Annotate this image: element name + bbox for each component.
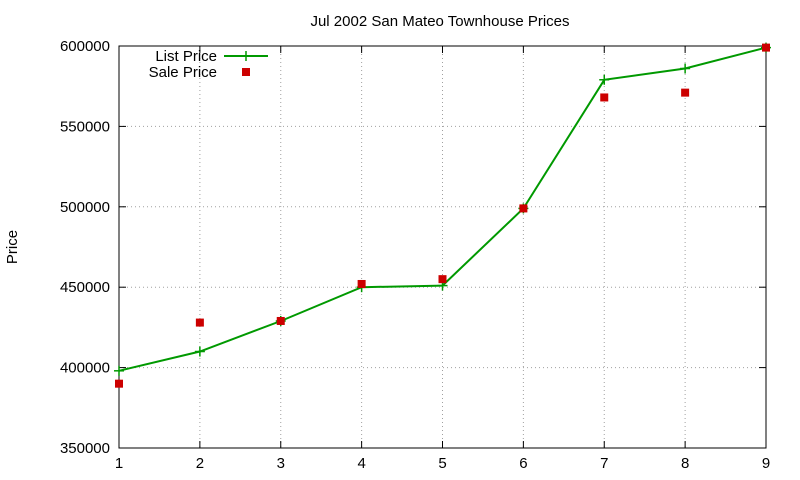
chart-title: Jul 2002 San Mateo Townhouse Prices bbox=[310, 13, 569, 30]
sale-price-point bbox=[438, 275, 447, 284]
sale-price-point bbox=[600, 93, 609, 102]
legend-marker-list-price bbox=[241, 51, 251, 61]
legend-label-list-price: List Price bbox=[155, 48, 217, 65]
sale-price-point bbox=[681, 88, 690, 97]
x-tick-label: 5 bbox=[438, 455, 446, 472]
list-price-point bbox=[599, 74, 610, 85]
x-tick-label: 6 bbox=[519, 455, 527, 472]
y-tick-label: 350000 bbox=[60, 440, 110, 457]
sale-price-point bbox=[762, 43, 770, 52]
sale-price-point bbox=[357, 279, 366, 288]
sale-price-point bbox=[115, 379, 123, 388]
grid bbox=[119, 46, 766, 448]
sale-price-point bbox=[276, 316, 285, 325]
x-tick-label: 4 bbox=[357, 455, 365, 472]
sale-price-point bbox=[195, 318, 204, 327]
x-tick-label: 9 bbox=[762, 455, 770, 472]
list-price-point bbox=[680, 63, 691, 74]
x-tick-label: 1 bbox=[115, 455, 123, 472]
legend-label-sale-price: Sale Price bbox=[149, 64, 217, 81]
x-tick-label: 8 bbox=[681, 455, 689, 472]
x-tick-label: 3 bbox=[277, 455, 285, 472]
y-tick-label: 550000 bbox=[60, 118, 110, 135]
list-price-point bbox=[194, 346, 205, 357]
y-tick-label: 400000 bbox=[60, 360, 110, 377]
ticks: 1 2 3 4 5 6 7 8 9 350000 400000 450000 500000 550000 6… bbox=[60, 38, 770, 472]
list-price-point bbox=[114, 365, 124, 376]
sale-price-point bbox=[519, 204, 528, 213]
x-tick-label: 7 bbox=[600, 455, 608, 472]
legend-marker-sale-price bbox=[242, 68, 250, 76]
series-layer bbox=[114, 42, 771, 388]
y-axis-title: Price bbox=[4, 230, 21, 264]
y-tick-label: 450000 bbox=[60, 279, 110, 296]
y-tick-label: 500000 bbox=[60, 199, 110, 216]
y-tick-label: 600000 bbox=[60, 38, 110, 55]
x-tick-label: 2 bbox=[196, 455, 204, 472]
